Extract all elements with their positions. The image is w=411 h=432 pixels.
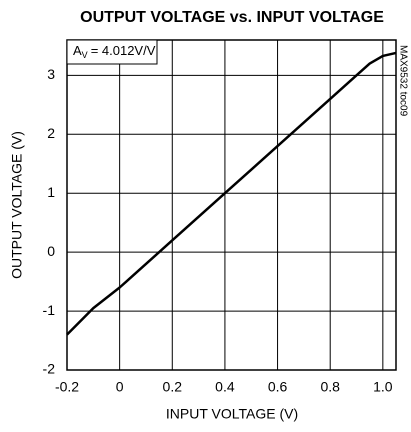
x-tick-label: 0.8 (320, 379, 340, 395)
annotation-box (66, 39, 158, 65)
annotation-main: A (73, 43, 82, 58)
x-tick-label: 0.2 (163, 379, 183, 395)
plot-frame (66, 39, 397, 371)
annotation-sub: V (82, 50, 88, 60)
annotation: AV = 4.012V/V (73, 43, 156, 60)
chart-title: OUTPUT VOLTAGE vs. INPUT VOLTAGE (80, 9, 384, 26)
x-tick-label: 1.0 (373, 379, 393, 395)
y-tick-label: 0 (47, 243, 55, 259)
y-tick-label: -2 (43, 361, 56, 377)
x-axis-label: INPUT VOLTAGE (V) (166, 406, 298, 422)
side-note: MAX9532 toc09 (397, 45, 408, 117)
data-line (66, 51, 397, 336)
x-tick-label: 0.4 (215, 379, 235, 395)
y-tick-label: -1 (43, 302, 56, 318)
x-tick-label: 0.6 (268, 379, 288, 395)
y-tick-label: 2 (47, 125, 55, 141)
y-axis-label: OUTPUT VOLTAGE (V) (9, 131, 25, 279)
y-tick-label: 1 (47, 184, 55, 200)
x-tick-label: -0.2 (55, 379, 79, 395)
x-tick-label: 0 (116, 379, 124, 395)
y-tick-label: 3 (47, 66, 55, 82)
annotation-rest: = 4.012V/V (91, 43, 156, 58)
